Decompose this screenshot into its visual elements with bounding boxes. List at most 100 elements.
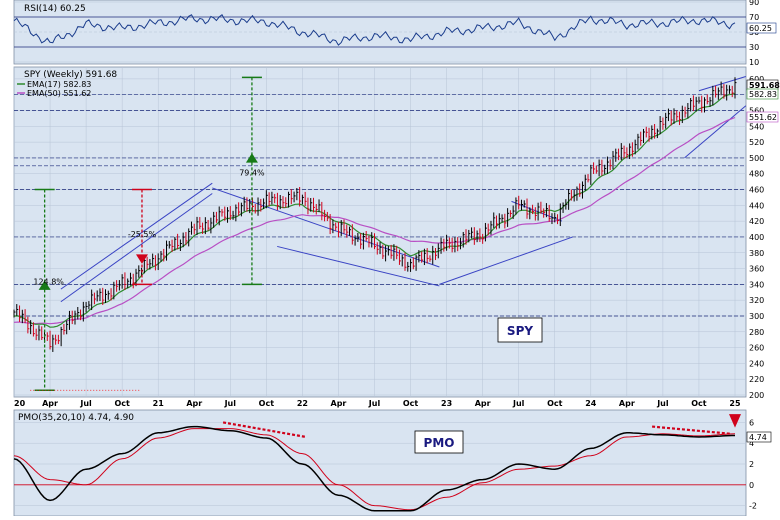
price-tick-label: 400 [749,233,764,242]
pmo-axis-ticks: 6 4 2 0 -2 [749,418,757,510]
x-tick-label: Apr [619,399,635,408]
ema17-legend: EMA(17) 582.83 [27,80,91,89]
rsi-tick-label: 70 [749,13,759,22]
trend-channel-line [60,193,213,303]
price-tick-label: 440 [749,201,764,210]
x-tick-label: Apr [186,399,202,408]
price-panel-label: SPY (Weekly) 591.68 [24,70,117,80]
ema50-legend: EMA(50) 551.62 [27,89,91,98]
price-tick-label: 540 [749,122,764,131]
rsi-last-badge-bg [746,22,777,34]
pmo-badge-bg [746,431,772,443]
x-tick-label: Jul [656,399,669,408]
pmo-divergence-2021 [222,421,307,439]
pmo-signal-line [13,428,736,511]
price-tick-label: 240 [749,359,764,368]
price-tick-label: 500 [749,154,764,163]
price-tick-label: 300 [749,312,764,321]
rsi-panel-label: RSI(14) 60.25 [24,4,86,14]
x-tick-label: 21 [153,399,165,408]
x-tick-label: Jul [79,399,92,408]
gain-2020-arrowhead [38,280,51,290]
x-tick-label: Jul [224,399,237,408]
x-tick-label: Oct [114,399,130,408]
rsi-grid [14,1,746,63]
ema17-badge-bg [746,88,779,100]
price-panel: 124.8% -25.5% 79.4% SPY (Weekly) 591.68 EM… [13,66,780,400]
rsi-panel: RSI(14) 60.25 9070503010 60.25 [13,0,777,67]
pmo-tick-label: 6 [749,418,754,427]
gain-2020-label: 124.8% [33,277,64,286]
loss-2022-arrowhead [135,254,148,264]
pmo-sell-arrow-icon [729,414,741,428]
price-tick-label: 260 [749,344,764,353]
price-tick-label: 380 [749,249,764,258]
rsi-axis-ticks: 9070503010 [749,0,759,67]
price-tick-label: 220 [749,375,764,384]
pmo-box-label: PMO [424,436,455,450]
x-tick-label: Apr [42,399,58,408]
x-tick-label: Apr [331,399,347,408]
pmo-badge: 4.74 [749,433,767,442]
rsi-tick-label: 30 [749,43,759,52]
price-tick-label: 560 [749,107,764,116]
x-tick-label: Jul [512,399,525,408]
x-tick-label: Jul [368,399,381,408]
x-tick-label: 22 [297,399,308,408]
trend-channel-line [698,76,746,92]
x-tick-label: Apr [475,399,491,408]
gain-2023-label: 79.4% [239,168,265,177]
x-tick-label: Oct [259,399,275,408]
pmo-panel: PMO(35,20,10) 4.74, 4.90 6 4 2 0 -2 4.74 PMO [13,409,772,517]
spy-box [497,317,543,343]
price-tick-label: 360 [749,265,764,274]
price-bars [13,77,737,352]
price-tick-label: 280 [749,328,764,337]
x-tick-label: Oct [403,399,419,408]
rsi-tick-label: 90 [749,0,759,7]
trend-channel-line [277,245,440,287]
x-tick-label: 20 [14,399,26,408]
price-tick-label: 520 [749,138,764,147]
x-tick-label: 25 [729,399,741,408]
trend-channel-line [684,105,747,159]
x-tick-label: 23 [441,399,452,408]
ema50-badge-bg [746,111,779,123]
pmo-box [414,430,464,454]
pmo-tick-label: 2 [749,460,754,469]
rsi-line [13,14,736,46]
price-tick-label: 340 [749,280,764,289]
price-tick-label: 420 [749,217,764,226]
x-tick-label: Oct [691,399,707,408]
pmo-tick-label: 0 [749,481,754,490]
gain-2023-arrowhead [245,153,258,163]
trend-channel-line [439,236,573,285]
x-tick-label: Oct [547,399,563,408]
pmo-panel-bg [13,409,747,517]
rsi-tick-label: 10 [749,58,759,67]
x-tick-label: 24 [585,399,597,408]
price-tick-label: 200 [749,391,764,400]
pmo-line [13,425,735,512]
price-badge: 591.68 [749,81,780,90]
price-tick-label: 600 [749,75,764,84]
trend-channel-line [60,182,213,290]
ema50-line [13,116,736,325]
pmo-divergence-2024 [651,425,732,435]
price-axis-ticks: 6005805605405205004804604404204003803603… [749,75,764,400]
price-annotations: 124.8% -25.5% 79.4% [30,76,265,392]
price-panel-bg [13,66,747,398]
loss-2022-label: -25.5% [128,230,157,239]
pmo-panel-label: PMO(35,20,10) 4.74, 4.90 [18,413,134,423]
pmo-tick-label: -2 [749,502,757,511]
rsi-last-badge: 60.25 [749,24,772,33]
pmo-annotations [222,414,741,439]
ema50-badge: 551.62 [749,113,777,122]
ema17-badge: 582.83 [749,90,777,99]
price-tick-label: 320 [749,296,764,305]
pmo-tick-label: 4 [749,439,754,448]
price-tick-label: 460 [749,186,764,195]
spy-box-label: SPY [507,324,533,338]
